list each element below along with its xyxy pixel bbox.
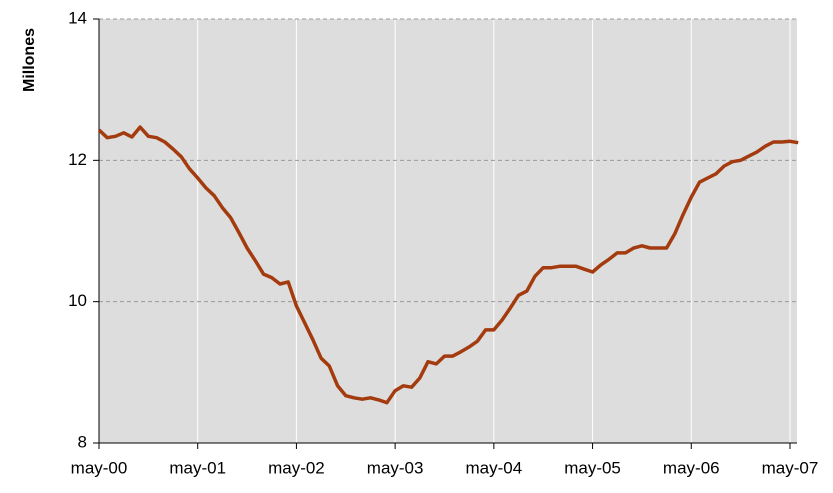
y-tick-label: 12	[68, 150, 87, 169]
y-tick-label: 8	[78, 432, 87, 451]
x-tick-label: may-04	[466, 458, 523, 477]
x-tick-label: may-02	[268, 458, 325, 477]
x-tick-label: may-01	[169, 458, 226, 477]
y-tick-label: 10	[68, 291, 87, 310]
x-tick-label: may-07	[762, 458, 819, 477]
x-tick-label: may-03	[367, 458, 424, 477]
x-tick-label: may-06	[663, 458, 720, 477]
line	[97, 125, 799, 405]
plot-area	[99, 19, 797, 443]
x-tick-label: may-05	[564, 458, 621, 477]
y-tick-label: 14	[68, 8, 87, 27]
y-axis-label: Millones	[21, 28, 38, 92]
x-tick-label: may-00	[71, 458, 128, 477]
